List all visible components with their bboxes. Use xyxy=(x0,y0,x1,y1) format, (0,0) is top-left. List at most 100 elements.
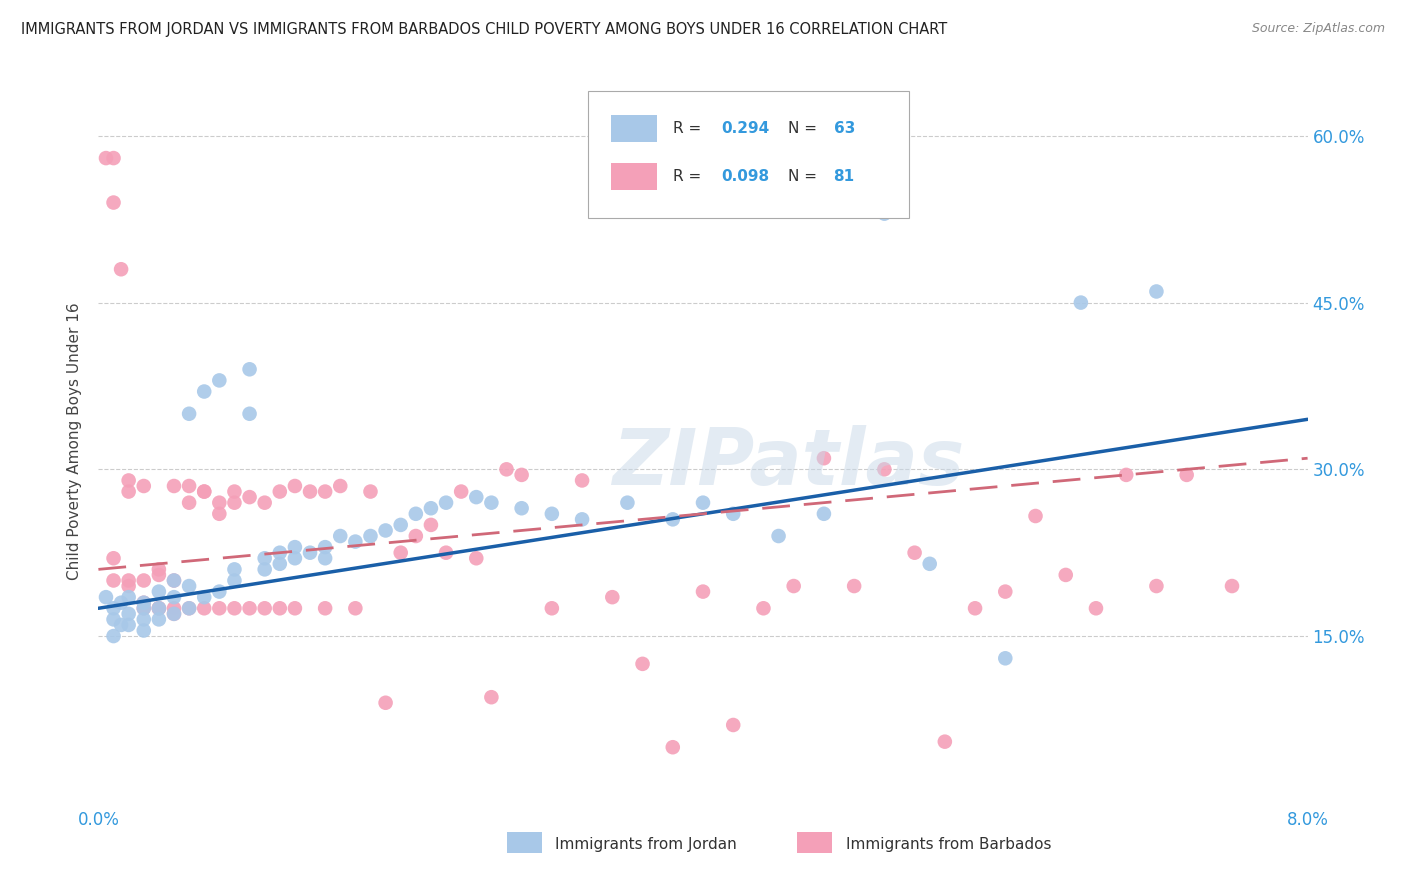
Point xyxy=(692,496,714,510)
Point xyxy=(193,590,215,604)
Point xyxy=(723,507,745,521)
Point xyxy=(481,690,503,705)
Point xyxy=(873,207,896,221)
Point xyxy=(208,507,231,521)
Point xyxy=(994,651,1017,665)
Point xyxy=(465,490,488,504)
Text: 81: 81 xyxy=(834,169,855,184)
Point xyxy=(571,512,593,526)
FancyBboxPatch shape xyxy=(508,832,543,854)
Point xyxy=(118,474,141,488)
Point xyxy=(1146,285,1168,299)
Point xyxy=(224,574,246,588)
Point xyxy=(208,496,231,510)
Point xyxy=(1175,467,1198,482)
Point xyxy=(239,601,262,615)
Point xyxy=(132,596,155,610)
Point xyxy=(405,529,427,543)
Point xyxy=(103,195,125,210)
Point xyxy=(132,601,155,615)
Point xyxy=(103,612,125,626)
Point xyxy=(374,524,396,538)
Point xyxy=(1025,508,1047,523)
Point xyxy=(224,601,246,615)
Point xyxy=(208,601,231,615)
Point xyxy=(193,484,215,499)
Y-axis label: Child Poverty Among Boys Under 16: Child Poverty Among Boys Under 16 xyxy=(67,302,83,581)
Point xyxy=(495,462,517,476)
Point xyxy=(148,562,170,576)
Point xyxy=(329,529,352,543)
Text: 63: 63 xyxy=(834,121,855,136)
Point xyxy=(148,601,170,615)
Point xyxy=(239,362,262,376)
Point xyxy=(813,451,835,466)
Point xyxy=(110,262,132,277)
Point xyxy=(661,740,683,755)
Point xyxy=(434,546,457,560)
Point xyxy=(179,407,201,421)
Point xyxy=(110,618,132,632)
Point xyxy=(284,479,307,493)
Point xyxy=(904,546,927,560)
Point xyxy=(148,568,170,582)
Text: Source: ZipAtlas.com: Source: ZipAtlas.com xyxy=(1251,22,1385,36)
Point xyxy=(193,484,215,499)
Point xyxy=(873,462,896,476)
Point xyxy=(163,479,186,493)
Point xyxy=(723,718,745,732)
Point xyxy=(420,501,443,516)
Point xyxy=(284,601,307,615)
Point xyxy=(132,624,155,638)
Point xyxy=(284,540,307,554)
Point xyxy=(389,517,412,532)
Text: 0.294: 0.294 xyxy=(721,121,769,136)
Point xyxy=(163,574,186,588)
Point xyxy=(344,601,367,615)
Point xyxy=(844,579,866,593)
Point xyxy=(661,512,683,526)
Point xyxy=(103,574,125,588)
Point xyxy=(510,467,533,482)
Point xyxy=(163,601,186,615)
Point xyxy=(148,584,170,599)
Point xyxy=(118,607,141,621)
Point xyxy=(224,484,246,499)
Point xyxy=(284,551,307,566)
Point xyxy=(450,484,472,499)
Point xyxy=(571,474,593,488)
Point xyxy=(269,546,291,560)
Point xyxy=(994,584,1017,599)
Point xyxy=(934,734,956,748)
Point xyxy=(1115,467,1137,482)
Point xyxy=(540,601,562,615)
Point xyxy=(374,696,396,710)
Point xyxy=(1070,295,1092,310)
Point xyxy=(602,590,624,604)
Text: R =: R = xyxy=(672,169,706,184)
Point xyxy=(692,584,714,599)
Point xyxy=(314,484,336,499)
Point xyxy=(132,574,155,588)
Point xyxy=(103,551,125,566)
Point xyxy=(132,601,155,615)
Point xyxy=(405,507,427,521)
FancyBboxPatch shape xyxy=(612,162,657,190)
Point xyxy=(179,579,201,593)
Text: N =: N = xyxy=(787,121,821,136)
Point xyxy=(631,657,654,671)
Point xyxy=(344,534,367,549)
Point xyxy=(299,484,322,499)
FancyBboxPatch shape xyxy=(612,115,657,143)
Point xyxy=(94,151,117,165)
Point xyxy=(208,373,231,387)
Point xyxy=(783,579,806,593)
Point xyxy=(193,384,215,399)
Point xyxy=(148,601,170,615)
Point xyxy=(103,151,125,165)
Point xyxy=(239,407,262,421)
Point xyxy=(163,607,186,621)
Point xyxy=(360,484,382,499)
Point xyxy=(179,601,201,615)
Point xyxy=(132,479,155,493)
